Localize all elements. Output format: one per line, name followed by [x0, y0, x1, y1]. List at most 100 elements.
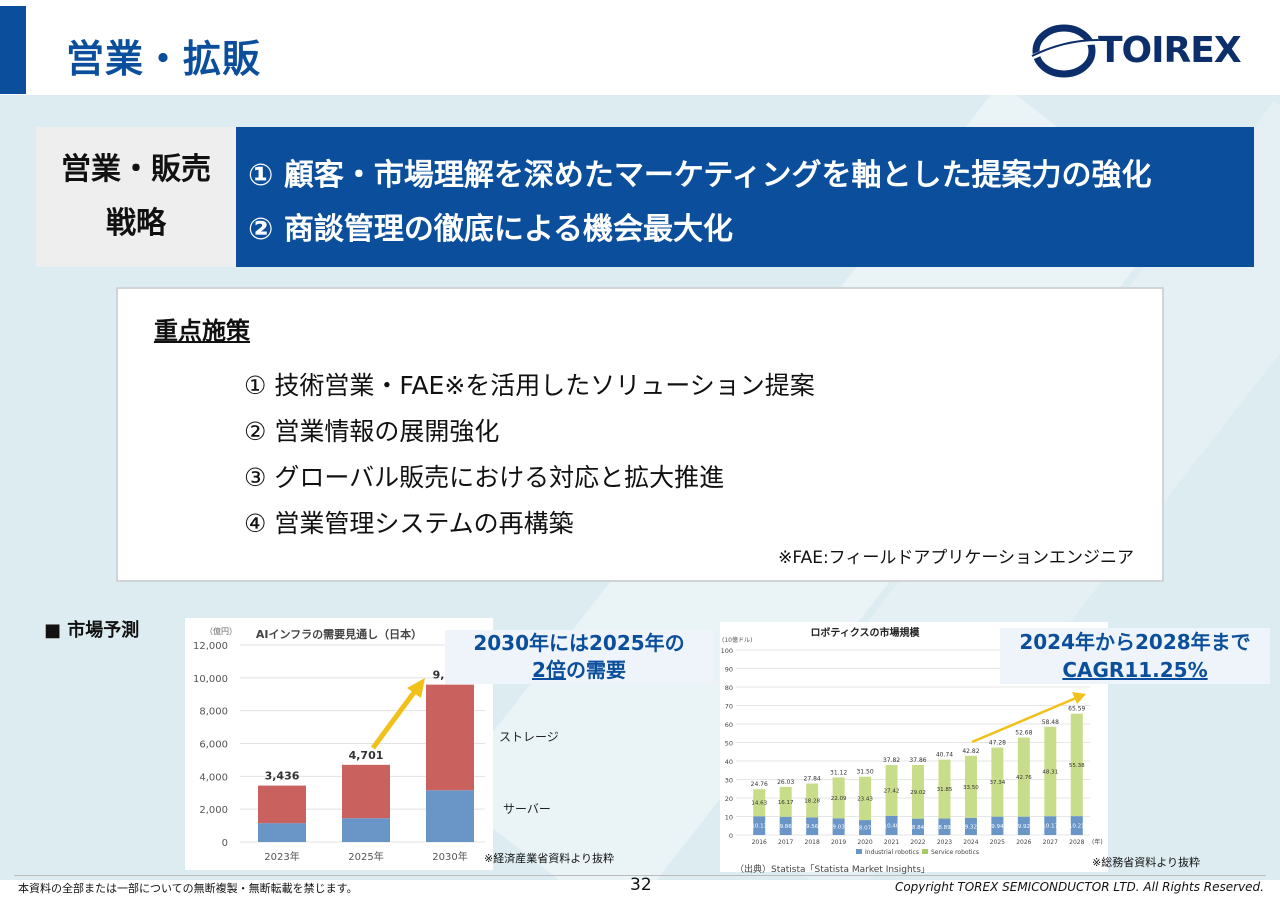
chart2-segment-label: 27.42 [884, 788, 900, 794]
chart2-segment-label: 48.31 [1042, 769, 1058, 775]
chart1-bar-server [342, 818, 390, 842]
chart2-total-label: 58.48 [1042, 719, 1059, 726]
chart2-xtick: 2019 [831, 839, 846, 846]
chart2-legend-swatch-industrial [856, 849, 862, 854]
legend-server: サーバー [503, 802, 551, 816]
page-number: 32 [630, 875, 652, 895]
chart2-segment-label: 55.38 [1069, 763, 1085, 769]
chart2-bar-service [832, 777, 845, 819]
chart2-bar-industrial [964, 817, 977, 835]
chart2-ytick: 10 [725, 814, 733, 822]
chart1-xtick: 2030年 [432, 850, 467, 863]
chart2-total-label: 37.86 [909, 757, 926, 764]
chart2-bar-service [938, 759, 951, 819]
chart2-total-label: 37.82 [883, 757, 900, 764]
chart1-bar-storage [258, 785, 306, 824]
chart2-bar-service [912, 764, 924, 819]
chart2-segment-label: 18.28 [804, 798, 820, 804]
chart2-ytick: 0 [729, 832, 733, 840]
fae-note: ※FAE:フィールドアプリケーションエンジニア [778, 548, 1134, 568]
focus-item: ④ 営業管理システムの再構築 [244, 509, 574, 538]
chart2-segment-label: 33.50 [963, 785, 979, 791]
chart1-bar-server [426, 790, 474, 842]
chart2-total-label: 26.03 [777, 779, 794, 786]
chart2-bar-industrial [912, 818, 924, 835]
chart1-bar-storage [426, 684, 474, 791]
chart1-bar-storage [342, 764, 390, 819]
legend-storage: ストレージ [499, 730, 559, 744]
callout1-line2: の需要 [565, 658, 626, 682]
ai-infra-chart: （億円） AIインフラの需要見通し（日本） 0 2,000 4,000 6,000 8,… [185, 618, 493, 870]
chart2-ytick: 90 [725, 666, 733, 674]
chart2-segment-label: 10.13 [751, 824, 767, 830]
chart2-segment-label: 37.34 [990, 780, 1006, 786]
chart2-xtick: 2020 [857, 839, 872, 846]
chart2-segment-label: 14.63 [751, 801, 767, 807]
torex-logo: TOIREX [1028, 22, 1245, 80]
chart2-segment-label: 9.92 [1018, 824, 1030, 830]
chart2-bar-industrial [991, 816, 1004, 835]
chart2-ytick: 40 [725, 758, 733, 766]
header: 営業・拡販 TOIREX [0, 0, 1280, 95]
chart2-segment-label: 10.21 [1069, 824, 1085, 830]
chart1-ytick: 6,000 [199, 740, 228, 751]
chart1-ytick: 4,000 [199, 772, 228, 783]
chart1-title: AIインフラの需要見通し（日本） [255, 628, 423, 641]
chart1-growth-arrow [370, 678, 425, 750]
source-statista: （出典）Statista「Statista Market Insights」 [735, 865, 930, 875]
footer-copyright: Copyright TOREX SEMICONDUCTOR LTD. All R… [894, 880, 1264, 894]
chart2-segment-label: 9.94 [991, 824, 1004, 830]
chart2-xtick: 2028 [1069, 839, 1084, 846]
chart1-ytick: 2,000 [199, 805, 228, 816]
chart2-xtick: 2017 [778, 839, 793, 846]
chart1-xtick: 2025年 [348, 850, 383, 863]
chart2-total-label: 31.12 [830, 769, 847, 776]
chart2-bar-industrial [779, 816, 792, 835]
chart1-ytick: 8,000 [199, 707, 228, 718]
chart2-segment-label: 9.03 [832, 825, 845, 831]
callout-robotics-cagr: 2024年から2028年まで CAGR11.25% [1000, 628, 1270, 684]
page-title: 営業・拡販 [66, 37, 262, 81]
chart2-segment-label: 8.07 [859, 826, 872, 832]
chart2-xtick: 2026 [1016, 839, 1031, 846]
chart2-bar-industrial [806, 817, 819, 835]
chart2-xtick: 2025 [990, 839, 1005, 846]
chart2-total-label: 24.76 [751, 781, 768, 788]
chart2-unit: (10億ドル) [722, 636, 752, 644]
callout2-line1: 2024年から2028年まで [1019, 630, 1251, 654]
chart1-ytick: 0 [222, 838, 228, 849]
chart2-xtick: 2016 [752, 839, 767, 846]
chart2-bar-service [1044, 726, 1057, 817]
chart2-growth-arrow [971, 692, 1086, 744]
chart2-ytick: 50 [725, 740, 733, 748]
header-accent-bar [0, 6, 26, 94]
chart2-segment-label: 23.43 [857, 796, 873, 802]
chart1-ytick: 10,000 [193, 674, 228, 685]
focus-item: ③ グローバル販売における対応と拡大推進 [244, 463, 725, 492]
chart2-bar-service [753, 789, 766, 817]
chart2-bar-service [885, 765, 898, 816]
chart2-segment-label: 8.84 [912, 825, 925, 831]
chart2-legend-swatch-service [922, 849, 928, 854]
focus-item: ① 技術営業・FAE※を活用したソリューション提案 [244, 371, 815, 400]
chart1-bar-server [258, 823, 306, 842]
callout-ai-demand: 2030年には2025年の 2倍の需要 [445, 630, 713, 684]
source-note-2: ※総務省資料より抜粋 [1092, 856, 1200, 869]
chart1-unit: （億円） [205, 627, 237, 636]
chart2-total-label: 27.84 [804, 775, 821, 782]
chart2-bar-industrial [859, 820, 872, 835]
chart2-ytick: 70 [725, 703, 733, 711]
chart2-segment-label: 29.02 [910, 790, 926, 796]
chart2-bar-service [806, 783, 819, 818]
chart2-xtick: 2022 [910, 839, 925, 846]
chart2-xtick: 2024 [963, 839, 978, 846]
chart2-segment-label: 9.32 [965, 824, 977, 830]
chart2-bar-service [779, 786, 792, 817]
callout1-line1: 2030年には2025年の [473, 631, 685, 655]
focus-list: ① 技術営業・FAE※を活用したソリューション提案 ② 営業情報の展開強化 ③ … [244, 363, 815, 547]
chart2-bar-service [1017, 737, 1030, 817]
chart2-bar-industrial [1017, 816, 1030, 835]
strategy-label-line: 営業・販売 [61, 152, 211, 187]
callout2-line2: CAGR11.25% [1062, 658, 1208, 682]
chart2-ytick: 100 [721, 647, 733, 655]
